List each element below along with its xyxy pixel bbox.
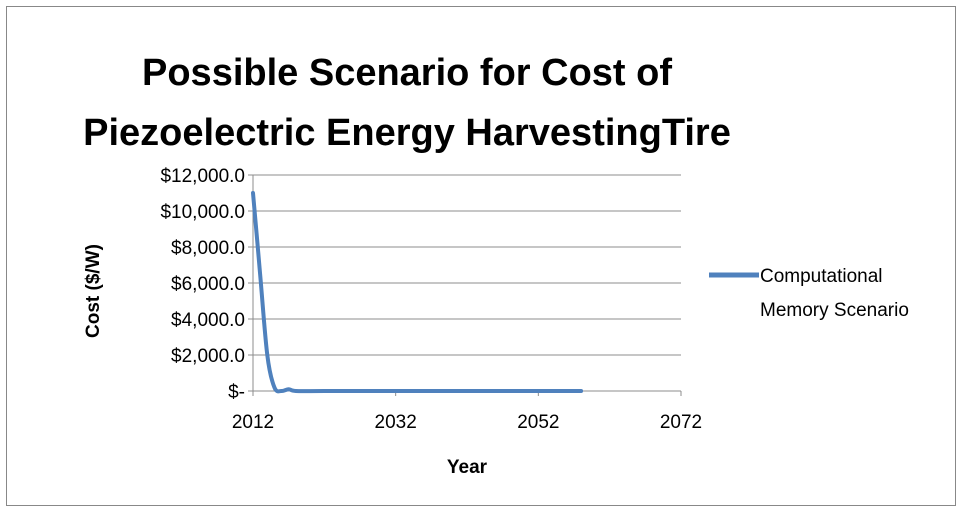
series-lines: [251, 191, 584, 394]
legend-label-line-2: Memory Scenario: [760, 300, 909, 321]
legend-label-line-1: Computational: [760, 266, 883, 287]
y-tick-label: $2,000.0: [171, 346, 245, 367]
chart-title-line-1: Possible Scenario for Cost of: [142, 52, 672, 94]
line-chart: Possible Scenario for Cost of Piezoelect…: [83, 52, 909, 478]
y-tick-label: $4,000.0: [171, 310, 245, 331]
y-tick-labels: $- $2,000.0 $4,000.0 $6,000.0 $8,000.0 $10,00…: [160, 166, 245, 403]
y-tick-label: $8,000.0: [171, 238, 245, 259]
chart-title-line-2: Piezoelectric Energy HarvestingTire: [83, 112, 731, 154]
series-line-computational-memory-scenario: [251, 191, 584, 394]
x-tick-labels: 2012 2032 2052 2072: [232, 412, 702, 433]
x-axis-title: Year: [447, 457, 488, 478]
x-tick-label: 2032: [375, 412, 417, 433]
axes: [248, 174, 682, 396]
y-axis-title: Cost ($/W): [83, 244, 104, 338]
gridlines: [253, 174, 681, 356]
chart-frame: Possible Scenario for Cost of Piezoelect…: [6, 6, 956, 506]
y-tick-label: $10,000.0: [160, 202, 245, 223]
x-tick-label: 2012: [232, 412, 274, 433]
y-tick-label: $12,000.0: [160, 166, 245, 187]
y-tick-label: $6,000.0: [171, 274, 245, 295]
x-tick-label: 2072: [660, 412, 702, 433]
legend: Computational Memory Scenario: [709, 266, 909, 321]
y-tick-label: $-: [228, 382, 245, 403]
x-tick-label: 2052: [517, 412, 559, 433]
